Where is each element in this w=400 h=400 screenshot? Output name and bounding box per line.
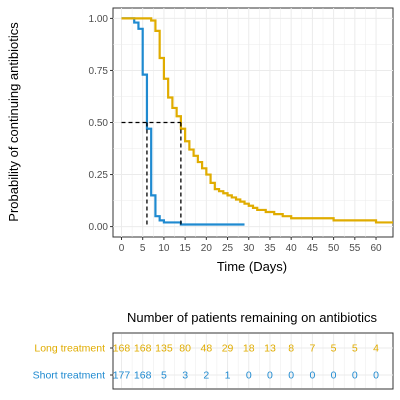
x-tick-label: 15 bbox=[180, 243, 192, 254]
risk-table: Number of patients remaining on antibiot… bbox=[33, 310, 394, 390]
x-tick-label: 5 bbox=[140, 243, 146, 254]
grid-lines bbox=[113, 8, 393, 237]
risk-cell: 1 bbox=[225, 370, 231, 382]
risk-cell: 48 bbox=[200, 343, 212, 355]
risk-cell: 168 bbox=[134, 370, 152, 382]
y-tick-label: 0.75 bbox=[89, 66, 109, 77]
risk-cell: 3 bbox=[182, 370, 188, 382]
x-axis-ticks: 0 5 10 15 20 25 30 35 40 45 50 55 60 bbox=[119, 237, 382, 254]
risk-row-label: Long treatment bbox=[34, 343, 105, 355]
series-long-curve bbox=[121, 17, 393, 224]
x-tick-label: 25 bbox=[222, 243, 234, 254]
risk-table-rows: Long treatment 168 168 135 80 48 29 18 13 8 7 5 5 4Sh… bbox=[33, 343, 379, 382]
risk-cell: 18 bbox=[243, 343, 255, 355]
risk-row-label: Short treatment bbox=[33, 370, 105, 382]
risk-cell: 0 bbox=[267, 370, 273, 382]
x-tick-label: 0 bbox=[119, 243, 125, 254]
x-tick-label: 40 bbox=[286, 243, 298, 254]
risk-cell: 0 bbox=[352, 370, 358, 382]
risk-cell: 168 bbox=[134, 343, 152, 355]
risk-cell: 7 bbox=[309, 343, 315, 355]
median-lines bbox=[121, 121, 182, 227]
x-tick-label: 20 bbox=[201, 243, 213, 254]
risk-table-grid bbox=[113, 334, 393, 388]
risk-cell: 13 bbox=[264, 343, 276, 355]
survival-plot: 0 5 10 15 20 25 30 35 40 45 50 55 60 0.00 0.25 0.50 0.7… bbox=[6, 7, 394, 274]
y-tick-label: 0.25 bbox=[89, 170, 109, 181]
risk-cell: 0 bbox=[373, 370, 379, 382]
risk-cell: 29 bbox=[222, 343, 234, 355]
risk-cell: 177 bbox=[113, 370, 131, 382]
risk-cell: 80 bbox=[179, 343, 191, 355]
risk-cell: 0 bbox=[288, 370, 294, 382]
x-tick-label: 30 bbox=[243, 243, 255, 254]
risk-cell: 4 bbox=[373, 343, 379, 355]
x-axis-label: Time (Days) bbox=[217, 259, 287, 274]
risk-cell: 0 bbox=[331, 370, 337, 382]
risk-cell: 0 bbox=[246, 370, 252, 382]
x-tick-label: 55 bbox=[349, 243, 361, 254]
risk-cell: 5 bbox=[352, 343, 358, 355]
risk-table-title: Number of patients remaining on antibiot… bbox=[127, 310, 378, 325]
y-tick-label: 0.50 bbox=[89, 118, 109, 129]
risk-cell: 5 bbox=[331, 343, 337, 355]
risk-cell: 8 bbox=[288, 343, 294, 355]
x-tick-label: 60 bbox=[370, 243, 382, 254]
risk-cell: 135 bbox=[155, 343, 173, 355]
y-tick-label: 1.00 bbox=[89, 14, 109, 25]
risk-cell: 168 bbox=[113, 343, 131, 355]
x-tick-label: 45 bbox=[307, 243, 319, 254]
x-tick-label: 10 bbox=[158, 243, 170, 254]
risk-cell: 2 bbox=[203, 370, 209, 382]
y-tick-label: 0.00 bbox=[89, 222, 109, 233]
x-tick-label: 35 bbox=[264, 243, 276, 254]
risk-cell: 0 bbox=[309, 370, 315, 382]
survival-curves bbox=[121, 17, 393, 226]
y-axis-ticks: 0.00 0.25 0.50 0.75 1.00 bbox=[89, 14, 113, 233]
x-tick-label: 50 bbox=[328, 243, 340, 254]
risk-table-panel bbox=[112, 332, 394, 390]
risk-cell: 5 bbox=[161, 370, 167, 382]
y-axis-label: Probability of continuing antibiotics bbox=[6, 22, 21, 222]
series-short-curve bbox=[121, 17, 245, 226]
